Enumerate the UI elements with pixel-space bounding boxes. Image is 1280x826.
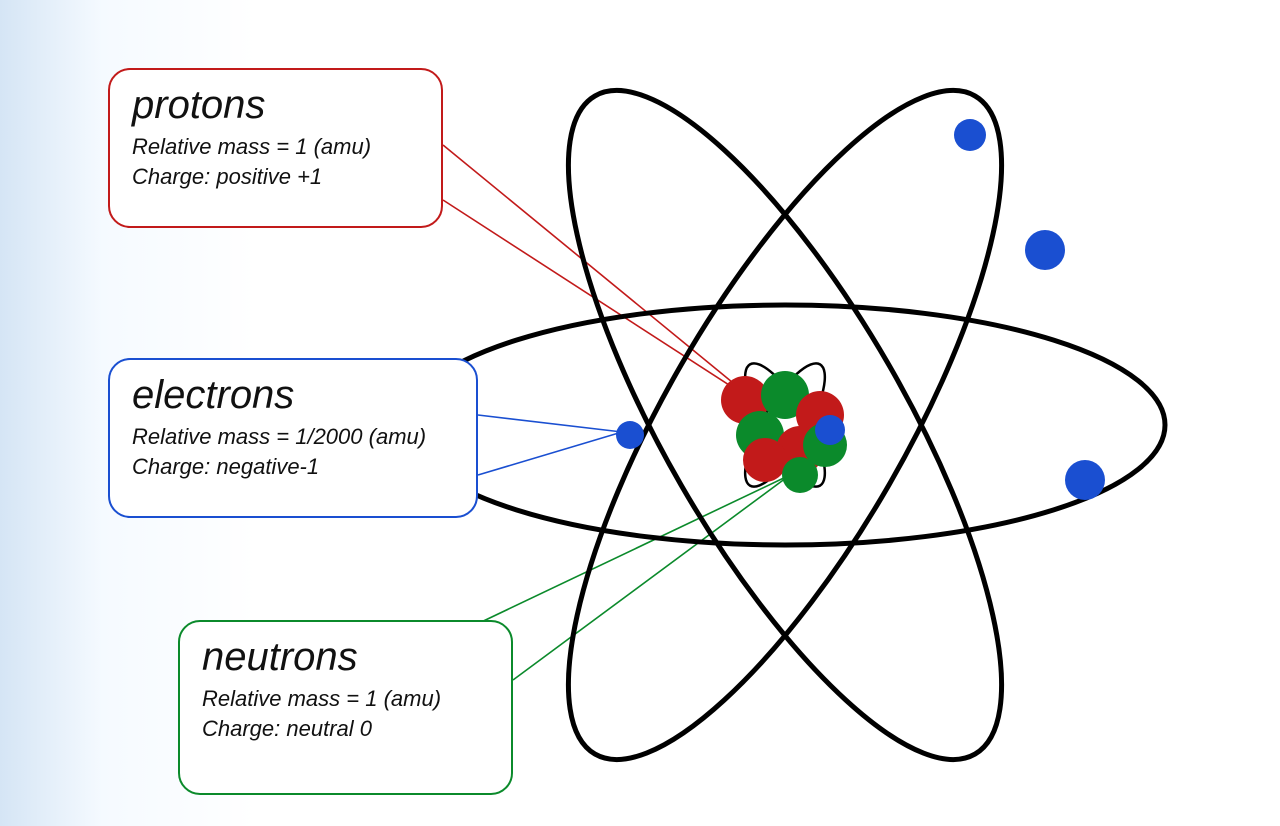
protons-charge: Charge: positive +1 [132,162,419,192]
neutrons-charge: Charge: neutral 0 [202,714,489,744]
electrons-title: electrons [132,374,454,416]
callout-electrons: electrons Relative mass = 1/2000 (amu) C… [108,358,478,518]
atom-diagram: protons Relative mass = 1 (amu) Charge: … [0,0,1280,826]
protons-mass: Relative mass = 1 (amu) [132,132,419,162]
neutrons-mass: Relative mass = 1 (amu) [202,684,489,714]
callout-protons: protons Relative mass = 1 (amu) Charge: … [108,68,443,228]
protons-title: protons [132,84,419,126]
electrons-charge: Charge: negative-1 [132,452,454,482]
electrons-mass: Relative mass = 1/2000 (amu) [132,422,454,452]
neutrons-title: neutrons [202,636,489,678]
callout-neutrons: neutrons Relative mass = 1 (amu) Charge:… [178,620,513,795]
